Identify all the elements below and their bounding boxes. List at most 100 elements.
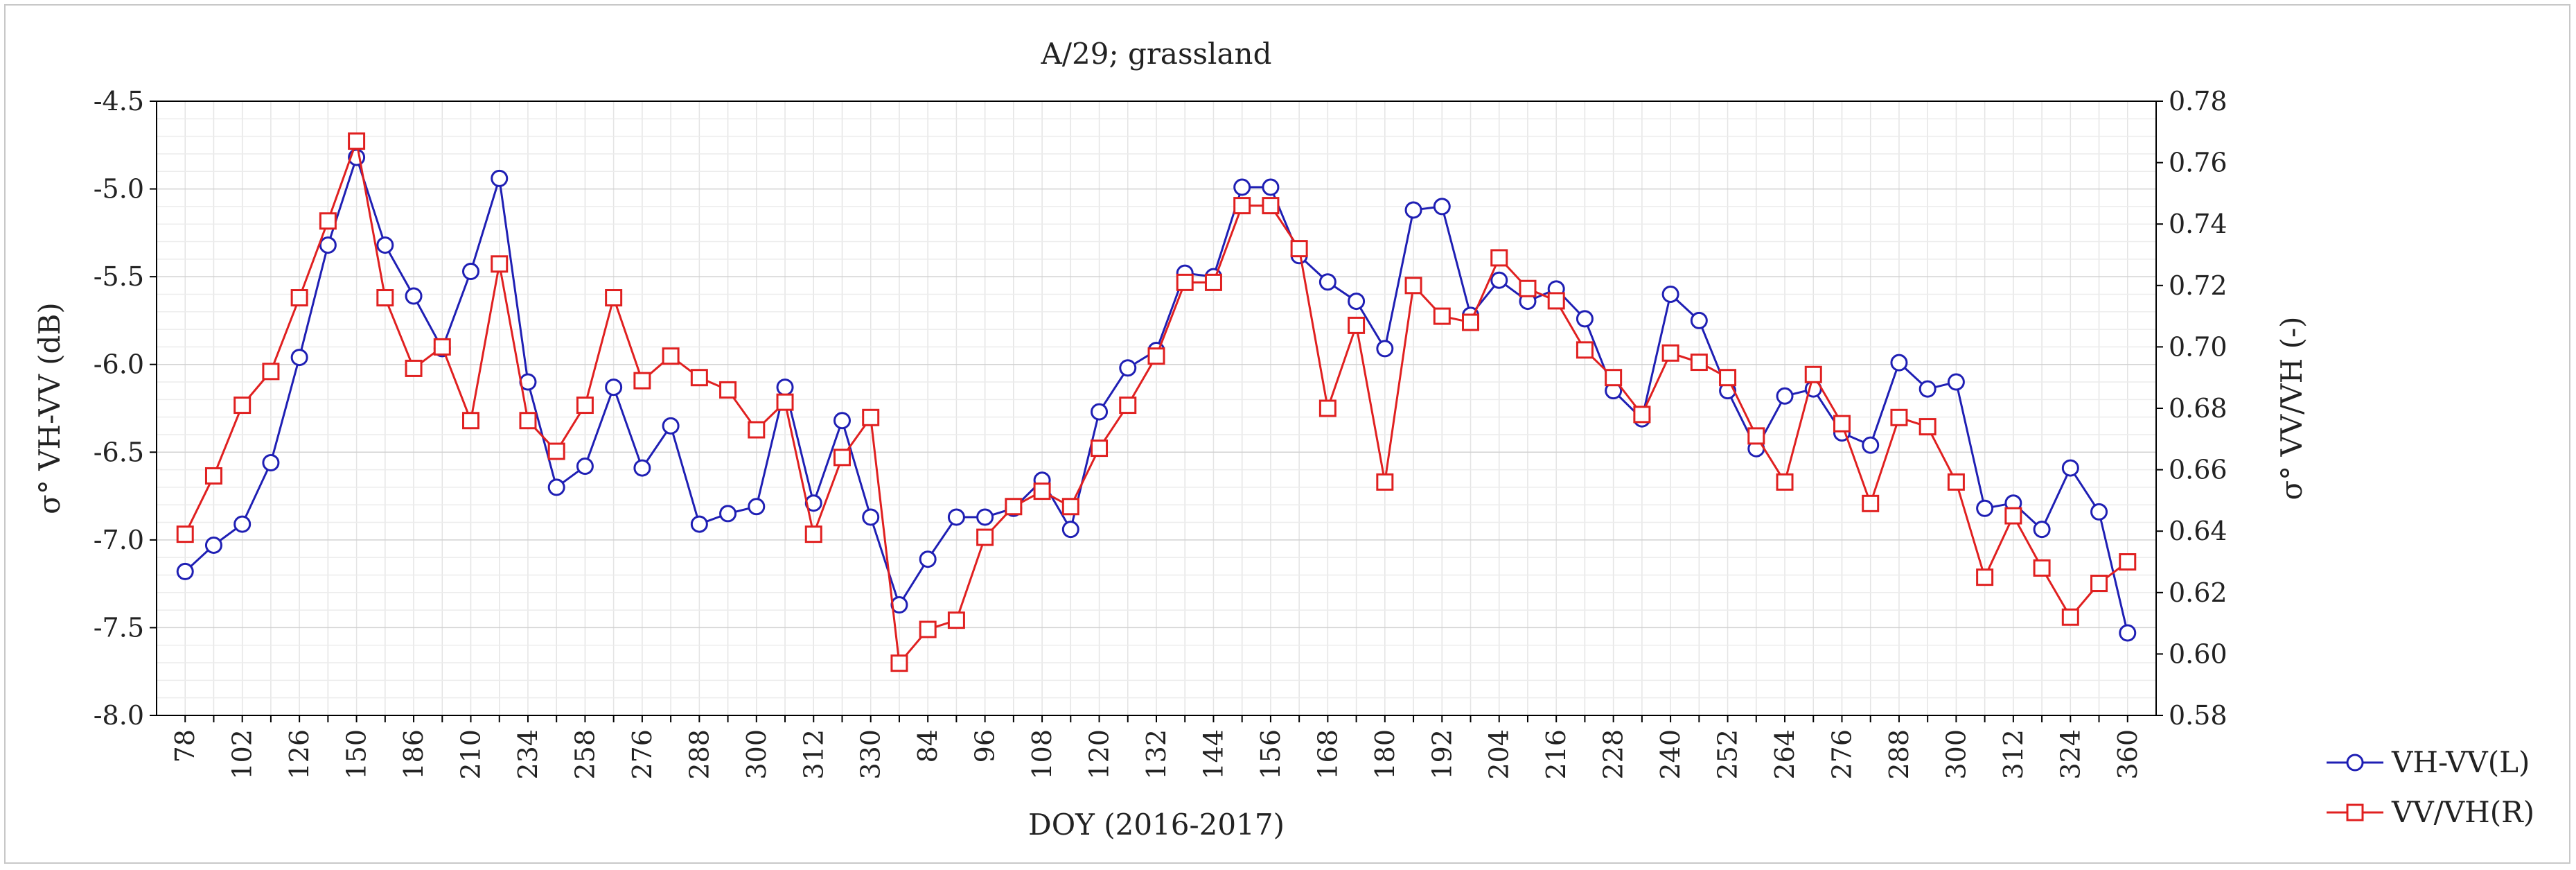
- data-point: [1262, 178, 1280, 196]
- data-point: [1061, 521, 1079, 539]
- data-point: [1690, 311, 1708, 329]
- data-point: [605, 289, 623, 307]
- y-right-tick-label: 0.62: [2169, 577, 2227, 608]
- data-point: [976, 508, 994, 526]
- data-point: [1776, 387, 1794, 405]
- data-point: [1633, 406, 1651, 424]
- data-point: [1804, 365, 1822, 383]
- series-vv-vh: [176, 132, 2137, 672]
- data-point: [776, 393, 794, 411]
- data-point: [405, 287, 423, 305]
- data-point: [1433, 198, 1451, 216]
- data-point: [1976, 568, 1994, 586]
- y-axis-left-title: σ° VH-VV (dB): [33, 302, 67, 514]
- data-point: [1348, 293, 1366, 311]
- data-point: [1890, 408, 1908, 426]
- y-right-tick-label: 0.68: [2169, 393, 2227, 424]
- y-right-tick-label: 0.78: [2169, 86, 2227, 116]
- legend-label-vv-vh: VV/VH(R): [2391, 795, 2534, 829]
- data-point: [690, 369, 708, 387]
- data-point: [1661, 344, 1679, 362]
- data-point: [1290, 240, 1308, 258]
- x-tick-label: 300: [741, 729, 772, 780]
- data-point: [1119, 359, 1137, 377]
- data-point: [1747, 427, 1765, 445]
- data-point: [348, 132, 366, 150]
- x-tick-label: 312: [798, 729, 829, 780]
- data-point: [405, 359, 423, 377]
- data-point: [633, 459, 651, 477]
- y-left-tick-label: -5.5: [94, 261, 144, 292]
- data-point: [890, 654, 908, 672]
- x-tick-label: 330: [856, 729, 886, 780]
- data-point: [1318, 399, 1336, 417]
- data-point: [433, 338, 451, 356]
- data-point: [804, 525, 822, 543]
- legend-item-vv-vh: VV/VH(R): [2327, 795, 2534, 829]
- data-point: [2061, 459, 2079, 477]
- data-point: [976, 528, 994, 546]
- x-tick-label: 192: [1427, 729, 1457, 780]
- data-point: [1033, 482, 1051, 501]
- data-point: [1576, 341, 1594, 359]
- x-tick-label: 84: [912, 729, 943, 763]
- data-point: [519, 412, 537, 430]
- data-point: [862, 408, 880, 426]
- data-point: [2119, 624, 2137, 642]
- legend-marker-square: [2346, 803, 2364, 821]
- data-point: [862, 508, 880, 526]
- x-tick-label: 180: [1370, 729, 1400, 780]
- x-tick-label: 288: [684, 729, 714, 780]
- data-point: [1147, 347, 1165, 365]
- data-point: [319, 212, 337, 230]
- data-point: [1404, 201, 1422, 219]
- data-point: [176, 562, 194, 580]
- data-point: [462, 412, 480, 430]
- data-point: [547, 442, 565, 460]
- data-point: [1661, 285, 1679, 303]
- series-layer: [176, 132, 2137, 672]
- grid: [157, 101, 2156, 715]
- data-point: [1947, 373, 1965, 391]
- y-left-tick-label: -7.0: [94, 525, 144, 555]
- x-tick-label: 150: [342, 729, 372, 780]
- y-left-tick-label: -6.5: [94, 437, 144, 467]
- x-tick-label: 300: [1941, 729, 1971, 780]
- y-left-tick-label: -5.0: [94, 174, 144, 205]
- data-point: [1005, 498, 1023, 516]
- data-point: [662, 347, 680, 365]
- data-point: [833, 412, 851, 430]
- data-point: [719, 381, 737, 399]
- data-point: [547, 478, 565, 496]
- data-point: [1605, 369, 1623, 387]
- y-left-tick-label: -8.0: [94, 700, 144, 731]
- y-axis-right-title: σ° VV/VH (-): [2275, 316, 2309, 500]
- y-right-tick-label: 0.76: [2169, 148, 2227, 178]
- data-point: [605, 379, 623, 397]
- data-point: [1061, 498, 1079, 516]
- x-tick-label: 264: [1770, 729, 1800, 780]
- data-point: [2119, 553, 2137, 571]
- data-point: [1204, 273, 1222, 291]
- data-point: [1233, 197, 1251, 215]
- y-left-tick-label: -7.5: [94, 612, 144, 643]
- data-point: [262, 453, 280, 471]
- x-tick-label: 102: [227, 729, 258, 780]
- data-point: [1890, 354, 1908, 372]
- data-point: [1918, 380, 1937, 398]
- x-tick-label: 288: [1884, 729, 1914, 780]
- x-tick-label: 276: [627, 729, 658, 780]
- data-point: [233, 515, 252, 533]
- data-point: [1862, 494, 1880, 512]
- data-point: [1490, 249, 1508, 267]
- x-tick-label: 108: [1027, 729, 1057, 780]
- data-point: [2033, 521, 2051, 539]
- data-point: [2061, 608, 2079, 626]
- data-point: [491, 169, 509, 187]
- data-point: [1462, 313, 1480, 331]
- y-right-tick-label: 0.60: [2169, 638, 2227, 669]
- data-point: [748, 421, 766, 439]
- data-point: [2090, 503, 2108, 521]
- x-tick-label: 312: [1998, 729, 2029, 780]
